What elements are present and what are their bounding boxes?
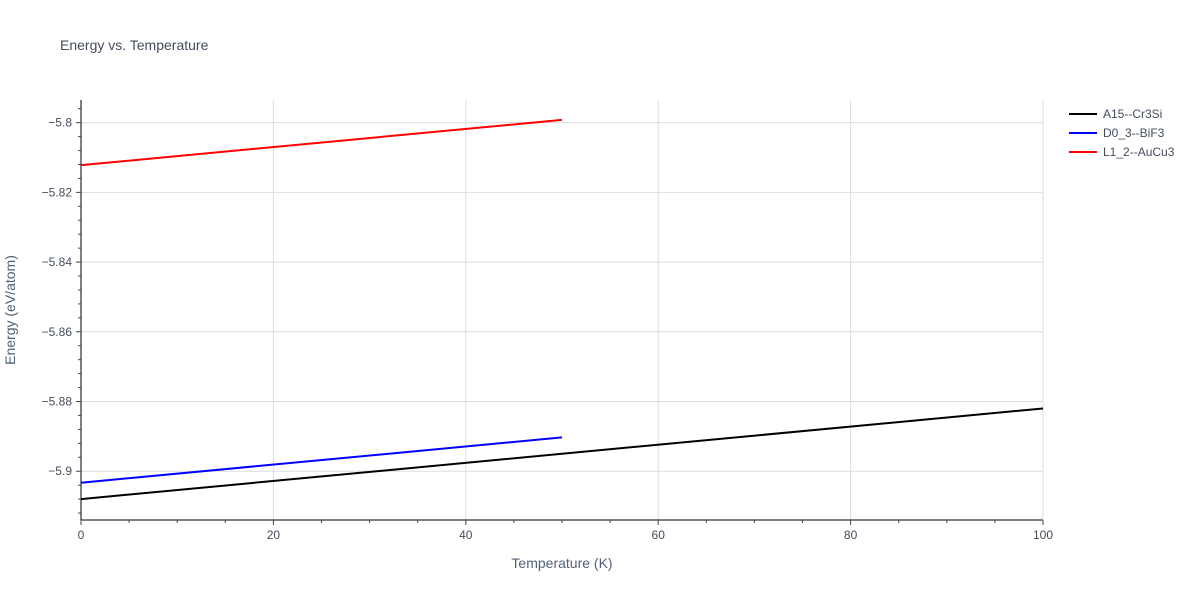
grid bbox=[81, 100, 1044, 520]
series-line-d0-3-bif3 bbox=[80, 436, 563, 484]
y-tick-label: −5.84 bbox=[42, 255, 73, 269]
legend-item-d0-3-bif3[interactable]: D0_3--BiF3 bbox=[1069, 126, 1165, 140]
y-tick-label: −5.9 bbox=[48, 464, 72, 478]
y-tick-label: −5.88 bbox=[42, 394, 73, 408]
x-tick-label: 40 bbox=[459, 528, 473, 542]
legend[interactable]: A15--Cr3Si D0_3--BiF3 L1_2--AuCu3 bbox=[1069, 107, 1175, 159]
series-line-l1-2-aucu3 bbox=[80, 118, 563, 167]
x-tick-label: 0 bbox=[78, 528, 85, 542]
x-axis-title: Temperature (K) bbox=[511, 555, 612, 571]
axes bbox=[76, 100, 1044, 525]
legend-label: A15--Cr3Si bbox=[1103, 107, 1162, 121]
y-tick-label: −5.82 bbox=[42, 185, 73, 199]
y-tick-label: −5.8 bbox=[48, 116, 72, 130]
y-tick-label: −5.86 bbox=[42, 325, 73, 339]
series-line-a15-cr3si bbox=[80, 407, 1044, 501]
x-tick-label: 100 bbox=[1033, 528, 1053, 542]
legend-label: L1_2--AuCu3 bbox=[1103, 145, 1175, 159]
x-tick-label: 60 bbox=[652, 528, 666, 542]
y-axis-title: Energy (eV/atom) bbox=[2, 255, 18, 365]
legend-item-l1-2-aucu3[interactable]: L1_2--AuCu3 bbox=[1069, 145, 1175, 159]
legend-item-a15-cr3si[interactable]: A15--Cr3Si bbox=[1069, 107, 1162, 121]
legend-label: D0_3--BiF3 bbox=[1103, 126, 1165, 140]
x-tick-label: 80 bbox=[844, 528, 858, 542]
x-tick-label: 20 bbox=[267, 528, 281, 542]
plot-lines bbox=[80, 118, 1044, 501]
chart-title: Energy vs. Temperature bbox=[60, 37, 209, 53]
tick-labels: 0 20 40 60 80 100 −5.8 −5.82 −5.84 −5.86 −5.88 −5.9 bbox=[42, 116, 1054, 542]
